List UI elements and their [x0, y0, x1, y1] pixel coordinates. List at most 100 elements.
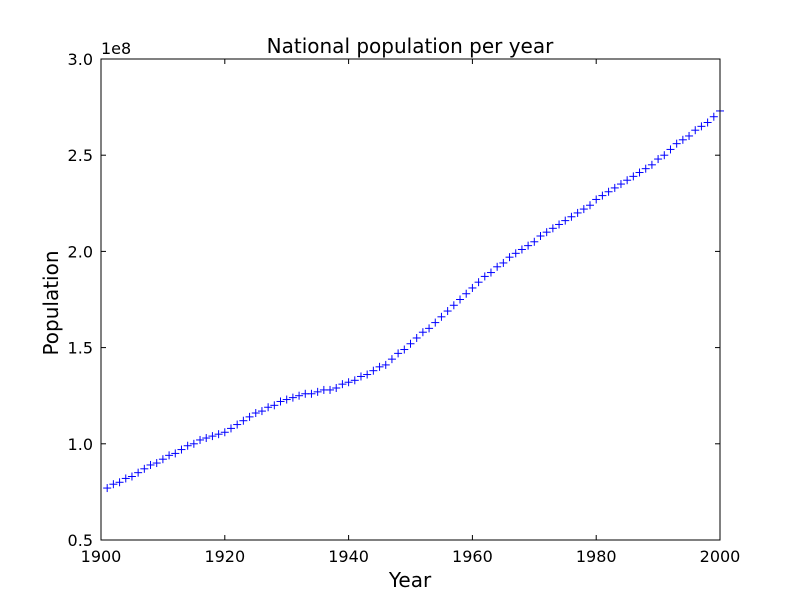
data-point	[629, 172, 638, 181]
x-tick-label: 1980	[576, 547, 617, 566]
data-point	[641, 164, 650, 173]
chart-title: National population per year	[267, 34, 554, 58]
plot-content	[103, 106, 724, 493]
data-point	[134, 468, 143, 477]
data-point	[486, 268, 495, 277]
data-point	[437, 312, 446, 321]
data-point	[567, 212, 576, 221]
data-point	[468, 283, 477, 292]
data-point	[524, 241, 533, 250]
data-point	[115, 478, 124, 487]
data-point	[709, 112, 718, 121]
data-point	[660, 151, 669, 160]
data-point	[480, 272, 489, 281]
y-tick-label: 2.5	[68, 146, 93, 165]
data-point	[158, 455, 167, 464]
data-point	[654, 155, 663, 164]
data-point	[462, 289, 471, 298]
data-point	[171, 449, 180, 458]
data-point	[326, 385, 335, 394]
data-point	[443, 307, 452, 316]
x-axis-label: Year	[388, 568, 432, 592]
data-point	[214, 430, 223, 439]
data-point	[282, 395, 291, 404]
data-point	[381, 360, 390, 369]
data-point	[412, 333, 421, 342]
data-point	[647, 160, 656, 169]
data-point	[208, 432, 217, 441]
data-point	[672, 139, 681, 148]
data-point	[307, 389, 316, 398]
data-point	[530, 237, 539, 246]
data-point	[338, 380, 347, 389]
x-axis-ticks: 1900 1920 1940 1960 1980 2000	[81, 59, 741, 566]
data-point	[493, 262, 502, 271]
data-point	[202, 434, 211, 443]
data-point	[635, 168, 644, 177]
data-point	[691, 126, 700, 135]
data-point	[251, 409, 260, 418]
y-axis-ticks: 0.5 1.0 1.5 2.0 2.5 3.0	[68, 50, 720, 550]
data-point	[394, 349, 403, 358]
data-point	[542, 228, 551, 237]
y-axis-label: Population	[39, 250, 63, 355]
data-point	[610, 183, 619, 192]
data-point	[387, 355, 396, 364]
data-point	[245, 412, 254, 421]
y-tick-label: 1.0	[68, 435, 93, 454]
data-point	[177, 445, 186, 454]
data-point	[623, 176, 632, 185]
data-point	[406, 339, 415, 348]
y-tick-label: 2.0	[68, 242, 93, 261]
data-point	[573, 208, 582, 217]
data-point	[616, 180, 625, 189]
data-point	[288, 393, 297, 402]
data-point	[152, 459, 161, 468]
data-point	[425, 324, 434, 333]
data-point	[332, 384, 341, 393]
data-point	[375, 362, 384, 371]
data-point	[604, 187, 613, 196]
data-point	[233, 420, 242, 429]
data-point	[276, 397, 285, 406]
data-point	[456, 295, 465, 304]
data-point	[678, 135, 687, 144]
x-tick-label: 1900	[81, 547, 122, 566]
data-point	[127, 472, 136, 481]
data-point	[356, 372, 365, 381]
x-tick-label: 1940	[328, 547, 369, 566]
data-point	[121, 474, 130, 483]
data-point	[264, 403, 273, 412]
data-point	[363, 370, 372, 379]
y-tick-label: 0.5	[68, 531, 93, 550]
data-point	[703, 118, 712, 127]
data-point	[270, 401, 279, 410]
data-point	[666, 145, 675, 154]
data-point	[239, 416, 248, 425]
data-point	[369, 366, 378, 375]
data-point	[579, 205, 588, 214]
data-point	[505, 253, 514, 262]
data-point	[536, 232, 545, 241]
data-point	[418, 328, 427, 337]
data-point	[517, 245, 526, 254]
data-point	[295, 391, 304, 400]
data-point	[400, 345, 409, 354]
data-point	[183, 441, 192, 450]
x-tick-label: 2000	[700, 547, 741, 566]
data-point	[697, 122, 706, 131]
data-point	[165, 451, 174, 460]
data-point	[257, 407, 266, 416]
data-point	[548, 224, 557, 233]
x-tick-label: 1960	[452, 547, 493, 566]
data-point	[511, 249, 520, 258]
x-tick-label: 1920	[204, 547, 245, 566]
data-point	[592, 195, 601, 204]
data-point	[103, 484, 112, 493]
y-tick-label: 1.5	[68, 339, 93, 358]
data-point	[350, 376, 359, 385]
y-tick-label: 3.0	[68, 50, 93, 69]
data-point	[449, 301, 458, 310]
data-point	[226, 424, 235, 433]
